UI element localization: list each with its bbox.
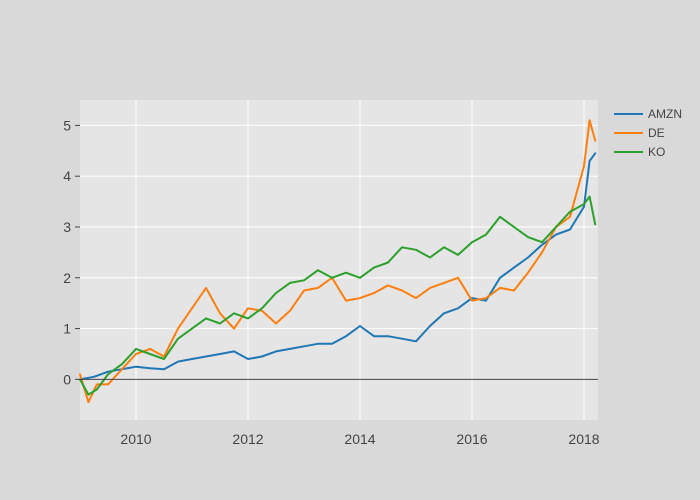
legend-label: KO <box>648 145 665 159</box>
series-line-de <box>79 119 597 404</box>
x-axis: 2010 2012 2014 2016 2018 <box>120 431 599 447</box>
legend-item-de[interactable]: DE <box>614 126 665 140</box>
x-tick-label: 2012 <box>232 431 263 447</box>
x-tick-label: 2010 <box>120 431 151 447</box>
x-tick-label: 2018 <box>568 431 599 447</box>
series-line-ko <box>79 195 597 396</box>
y-tick-label: 0 <box>63 371 71 387</box>
plot-area <box>80 100 598 420</box>
legend-item-ko[interactable]: KO <box>614 145 665 159</box>
series-lines <box>79 119 597 404</box>
x-tick-label: 2016 <box>456 431 487 447</box>
legend-label: AMZN <box>648 107 682 121</box>
y-tick-label: 5 <box>63 117 71 133</box>
x-tick-label: 2014 <box>344 431 375 447</box>
gridlines <box>80 100 598 420</box>
series-line-amzn <box>79 152 597 381</box>
legend[interactable]: AMZN DE KO <box>614 107 682 159</box>
y-axis: 0 1 2 3 4 5 <box>63 117 80 387</box>
y-tick-label: 3 <box>63 219 71 235</box>
legend-label: DE <box>648 126 665 140</box>
y-tick-label: 2 <box>63 270 71 286</box>
y-tick-label: 1 <box>63 321 71 337</box>
y-tick-label: 4 <box>63 168 71 184</box>
legend-item-amzn[interactable]: AMZN <box>614 107 682 121</box>
